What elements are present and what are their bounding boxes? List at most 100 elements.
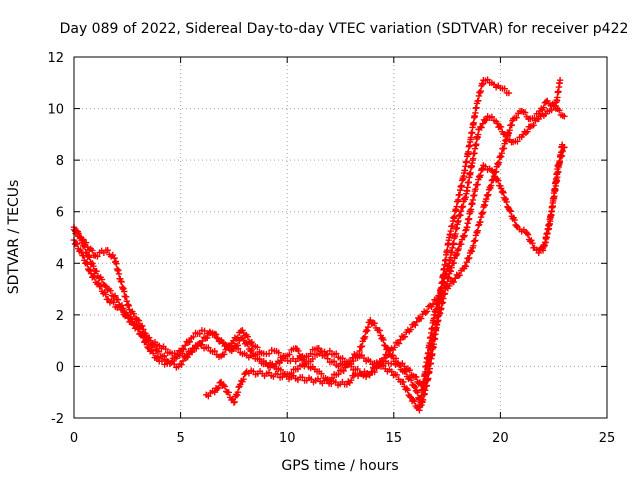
data-point-marker bbox=[196, 330, 203, 338]
data-point-marker bbox=[341, 362, 348, 369]
data-point-marker bbox=[193, 345, 200, 352]
data-point-marker bbox=[496, 154, 503, 161]
data-point-marker bbox=[502, 137, 509, 144]
y-tick-label: 12 bbox=[47, 51, 64, 66]
data-point-marker bbox=[559, 147, 566, 155]
data-point-marker bbox=[98, 276, 106, 283]
x-tick-label: 25 bbox=[599, 431, 616, 446]
data-point-marker bbox=[502, 195, 510, 203]
data-point-marker bbox=[221, 383, 229, 390]
data-point-marker bbox=[107, 287, 114, 294]
data-point-marker bbox=[371, 320, 378, 327]
data-point-marker bbox=[90, 273, 97, 280]
data-point-marker bbox=[204, 334, 211, 342]
y-tick-label: 8 bbox=[56, 154, 64, 169]
data-point-marker bbox=[211, 330, 218, 338]
data-point-marker bbox=[326, 347, 334, 355]
data-point-marker bbox=[275, 349, 282, 356]
data-point-marker bbox=[78, 249, 85, 256]
data-point-marker bbox=[413, 318, 420, 326]
data-point-marker bbox=[217, 378, 225, 386]
data-point-marker bbox=[395, 340, 403, 347]
data-point-marker bbox=[114, 296, 122, 303]
data-point-marker bbox=[406, 393, 413, 400]
data-point-marker bbox=[131, 325, 139, 332]
data-point-marker bbox=[472, 185, 479, 193]
data-point-marker bbox=[456, 272, 463, 279]
data-point-marker bbox=[220, 351, 228, 358]
data-point-marker bbox=[234, 342, 242, 349]
data-point-marker bbox=[406, 367, 413, 374]
data-point-marker bbox=[364, 323, 372, 331]
data-point-marker bbox=[354, 351, 362, 358]
data-point-marker bbox=[324, 355, 331, 362]
data-point-marker bbox=[340, 367, 347, 375]
data-point-marker bbox=[110, 299, 117, 306]
data-point-marker bbox=[434, 297, 441, 304]
data-point-marker bbox=[333, 350, 340, 357]
data-point-marker bbox=[86, 266, 94, 273]
data-point-marker bbox=[385, 351, 392, 359]
data-point-marker bbox=[400, 378, 407, 386]
data-point-marker bbox=[220, 381, 227, 389]
data-point-marker bbox=[492, 168, 500, 175]
data-point-marker bbox=[392, 355, 400, 362]
data-point-marker bbox=[522, 129, 530, 137]
plot-frame bbox=[73, 56, 608, 419]
data-point-marker bbox=[104, 246, 111, 254]
y-axis-label: SDTVAR / TECUs bbox=[6, 180, 22, 295]
y-tick-label: 2 bbox=[56, 309, 64, 324]
data-point-marker bbox=[484, 76, 491, 83]
grid-lines bbox=[74, 57, 607, 418]
data-point-marker bbox=[497, 123, 505, 131]
data-point-marker bbox=[388, 368, 395, 375]
data-point-marker bbox=[513, 222, 520, 230]
data-point-marker bbox=[454, 247, 461, 254]
x-tick-label: 10 bbox=[279, 431, 296, 446]
data-point-marker bbox=[94, 253, 101, 260]
data-point-marker bbox=[211, 347, 218, 355]
x-tick-label: 5 bbox=[176, 431, 184, 446]
data-point-marker bbox=[129, 318, 136, 325]
data-point-marker bbox=[101, 282, 108, 289]
data-point-marker bbox=[418, 382, 425, 389]
data-point-marker bbox=[529, 239, 536, 247]
data-point-marker bbox=[507, 208, 515, 215]
data-point-marker bbox=[514, 138, 521, 145]
data-point-marker bbox=[318, 370, 325, 377]
data-point-marker bbox=[556, 107, 563, 114]
data-point-marker bbox=[361, 333, 369, 341]
data-point-marker bbox=[455, 245, 462, 253]
data-point-marker bbox=[523, 230, 531, 237]
data-point-marker bbox=[240, 376, 247, 383]
data-point-marker bbox=[171, 360, 178, 368]
data-point-marker bbox=[499, 188, 506, 195]
data-point-marker bbox=[485, 191, 492, 198]
data-point-marker bbox=[171, 349, 178, 357]
data-point-marker bbox=[528, 237, 535, 244]
data-point-marker bbox=[139, 322, 146, 330]
data-point-marker bbox=[286, 351, 293, 358]
x-tick-label: 20 bbox=[492, 431, 509, 446]
data-point-marker bbox=[295, 347, 302, 355]
data-point-marker bbox=[360, 335, 367, 342]
data-point-marker bbox=[307, 350, 314, 357]
data-point-marker bbox=[446, 282, 453, 290]
y-tick-label: 10 bbox=[47, 103, 64, 118]
data-point-marker bbox=[95, 279, 102, 287]
data-point-marker bbox=[500, 145, 508, 152]
data-point-marker bbox=[211, 389, 218, 396]
data-point-marker bbox=[429, 300, 437, 308]
data-point-marker bbox=[244, 333, 251, 340]
data-point-marker bbox=[524, 231, 532, 238]
y-tick-label: -2 bbox=[51, 412, 64, 427]
data-point-marker bbox=[299, 374, 306, 381]
data-point-marker bbox=[423, 308, 431, 315]
data-point-marker bbox=[477, 172, 484, 179]
y-tick-label: 4 bbox=[56, 257, 64, 272]
data-point-marker bbox=[422, 309, 429, 317]
data-point-marker bbox=[503, 136, 510, 143]
data-point-marker bbox=[505, 130, 513, 137]
data-point-marker bbox=[330, 358, 338, 365]
